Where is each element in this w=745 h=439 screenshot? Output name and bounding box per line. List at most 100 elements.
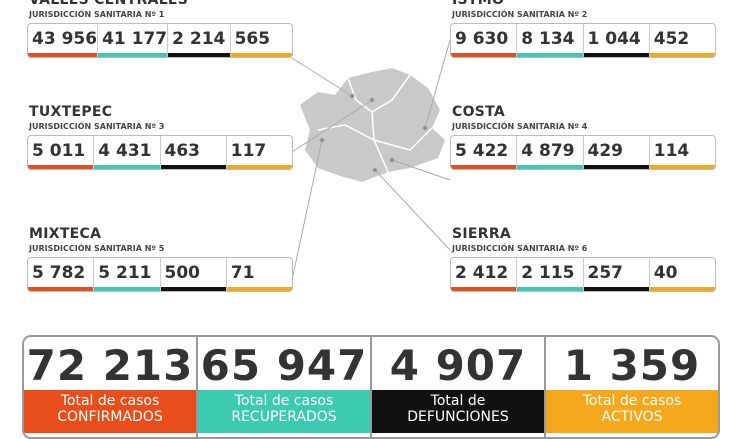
color-bar [451, 165, 517, 169]
value-text: 565 [234, 29, 271, 49]
value-text: 4 879 [521, 141, 575, 161]
value-text: 41 177 [102, 29, 168, 49]
value-text: 43 956 [32, 29, 98, 49]
region-subtitle: JURISDICCIÓN SANITARIA Nº 6 [452, 244, 588, 253]
region-box: 5 422 4 879 429 114 [450, 135, 716, 170]
total-value: 1 359 [563, 341, 701, 390]
region-value: 117 [226, 136, 292, 169]
region-value: 40 [649, 258, 715, 291]
region-name: ISTMO [452, 0, 505, 8]
color-bar [517, 165, 583, 169]
value-text: 2 115 [521, 263, 575, 283]
region-box: 5 782 5 211 500 71 [27, 257, 293, 292]
region-name: TUXTEPEC [29, 104, 113, 120]
color-bar [649, 53, 715, 57]
value-text: 5 011 [32, 141, 86, 161]
region-value: 5 011 [28, 136, 95, 169]
region-value: 2 214 [168, 24, 231, 57]
value-text: 8 134 [521, 29, 575, 49]
region-value: 71 [226, 258, 292, 291]
color-bar [28, 165, 94, 169]
region-subtitle: JURISDICCIÓN SANITARIA Nº 3 [29, 122, 165, 131]
region-box: 9 630 8 134 1 044 452 [450, 23, 716, 58]
connectors [291, 39, 451, 281]
region-value: 5 211 [94, 258, 161, 291]
value-text: 452 [653, 29, 690, 49]
label-line: DEFUNCIONES [407, 409, 509, 425]
total-cell: 1 359 Total de casos ACTIVOS [546, 337, 718, 437]
region-box: 43 956 41 177 2 214 565 [27, 23, 293, 58]
value-text: 5 422 [455, 141, 509, 161]
value-text: 463 [164, 141, 201, 161]
value-text: 5 782 [32, 263, 86, 283]
region-value: 4 879 [517, 136, 584, 169]
color-bar [160, 287, 226, 291]
region-value: 257 [583, 258, 650, 291]
color-bar [649, 287, 715, 291]
label-line: Total de [430, 393, 486, 409]
page: VALLES CENTRALES JURISDICCIÓN SANITARIA N… [22, 0, 720, 439]
total-label: Total de casos CONFIRMADOS [24, 390, 196, 433]
region-name: MIXTECA [29, 226, 102, 242]
color-bar [168, 53, 230, 57]
color-bar [94, 165, 160, 169]
region-value: 565 [230, 24, 292, 57]
region-value: 1 044 [583, 24, 650, 57]
region-value: 5 422 [451, 136, 518, 169]
total-label: Total de casos ACTIVOS [546, 390, 718, 433]
region-name: SIERRA [452, 226, 512, 242]
color-bar [98, 53, 168, 57]
label-line: CONFIRMADOS [57, 409, 163, 425]
color-bar [583, 165, 649, 169]
region-value: 9 630 [451, 24, 518, 57]
map-layer [291, 39, 451, 281]
value-text: 5 211 [98, 263, 152, 283]
region-subtitle: JURISDICCIÓN SANITARIA Nº 4 [452, 122, 588, 131]
region-subtitle: JURISDICCIÓN SANITARIA Nº 2 [452, 10, 588, 19]
region-value: 8 134 [517, 24, 584, 57]
region-subtitle: JURISDICCIÓN SANITARIA Nº 5 [29, 244, 165, 253]
region-value: 500 [160, 258, 227, 291]
value-text: 4 431 [98, 141, 152, 161]
region-value: 4 431 [94, 136, 161, 169]
color-bar [230, 53, 292, 57]
color-bar [160, 165, 226, 169]
color-bar [451, 53, 517, 57]
color-bar [28, 287, 94, 291]
region-box: 5 011 4 431 463 117 [27, 135, 293, 170]
value-text: 114 [653, 141, 690, 161]
region-value: 43 956 [28, 24, 99, 57]
total-cell: 4 907 Total de DEFUNCIONES [372, 337, 546, 437]
region-value: 452 [649, 24, 715, 57]
color-bar [583, 287, 649, 291]
color-bar [517, 53, 583, 57]
color-bar [226, 287, 292, 291]
label-line: Total de casos [60, 393, 160, 409]
value-text: 117 [230, 141, 267, 161]
total-value: 4 907 [389, 341, 527, 390]
label-line: RECUPERADOS [231, 409, 337, 425]
value-text: 40 [653, 263, 678, 283]
value-text: 2 412 [455, 263, 509, 283]
label-line: Total de casos [582, 393, 682, 409]
total-value: 72 213 [26, 341, 194, 390]
value-text: 9 630 [455, 29, 509, 49]
value-text: 1 044 [587, 29, 641, 49]
region-box: 2 412 2 115 257 40 [450, 257, 716, 292]
region-value: 41 177 [98, 24, 169, 57]
region-name: COSTA [452, 104, 506, 120]
region-value: 114 [649, 136, 715, 169]
color-bar [583, 53, 649, 57]
label-line: ACTIVOS [601, 409, 663, 425]
value-text: 500 [164, 263, 201, 283]
region-value: 5 782 [28, 258, 95, 291]
color-bar [517, 287, 583, 291]
value-text: 429 [587, 141, 624, 161]
region-value: 2 115 [517, 258, 584, 291]
value-text: 2 214 [172, 29, 226, 49]
label-line: Total de casos [234, 393, 334, 409]
value-text: 257 [587, 263, 624, 283]
color-bar [451, 287, 517, 291]
total-cell: 72 213 Total de casos CONFIRMADOS [24, 337, 198, 437]
total-label: Total de DEFUNCIONES [372, 390, 544, 433]
